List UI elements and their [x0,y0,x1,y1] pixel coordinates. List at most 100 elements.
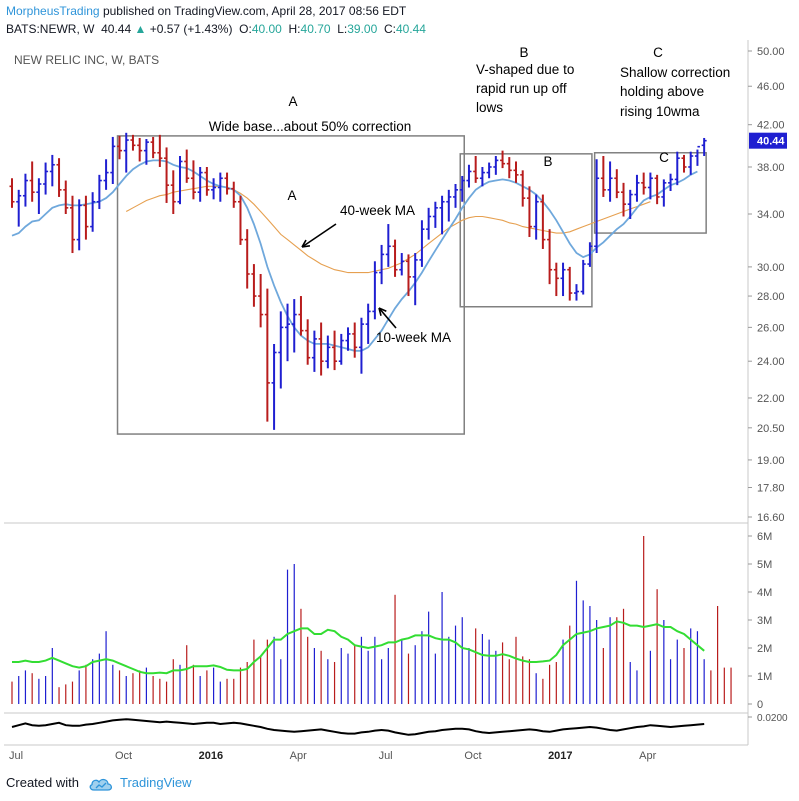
time-tick-label: Oct [115,750,132,762]
ohlc-bar [137,137,143,162]
high-label: H: [288,22,301,36]
price-tick-label: 38.00 [757,162,785,174]
ohlc-bar [237,195,243,245]
annotation-b-inner: B [543,154,552,169]
ohlc-bar [291,299,297,353]
ohlc-bar [311,330,317,372]
ohlc-bar [614,169,620,199]
time-tick-label: Apr [639,750,656,762]
oscillator-tick-label: 0.0200 [757,713,788,724]
volume-tick-label: 6M [757,531,772,543]
ohlc-bar [76,199,82,251]
created-with-text: Created with [6,775,79,790]
ohlc-bar [587,242,593,267]
ohlc-bar [123,132,129,173]
ohlc-bar [278,311,284,389]
ohlc-bar [553,262,559,297]
annotation-ma10: 10-week MA [376,330,451,345]
ohlc-bar [681,154,687,173]
ohlc-bar [43,162,49,195]
base-box-B [459,153,593,308]
price-tick-label: 22.00 [757,393,785,405]
ohlc-bar [150,136,156,159]
annotation-b-text-2: rapid run up off [476,81,567,96]
ohlc-bar [560,262,566,297]
base-box-A [116,135,465,435]
ohlc-bar [654,174,660,205]
ohlc-bar [264,288,270,422]
ohlc-bar [117,135,123,160]
ohlc-bar [22,173,28,207]
arrow-to-ma40 [301,223,337,248]
ohlc-bar [547,229,553,285]
ohlc-bar [90,192,96,232]
last-price-tag-label: 40.44 [757,136,785,148]
ohlc-bar [674,151,680,186]
high-value: 40.70 [300,22,331,36]
price-change: +0.57 (+1.43%) [149,22,233,36]
ohlc-bar [190,160,196,200]
volume-tick-label: 5M [757,559,772,571]
ohlc-bar [110,136,116,185]
ohlc-bar [372,261,378,320]
ohlc-bar [688,151,694,175]
ohlc-bar [365,303,371,344]
ohlc-bar [473,156,479,183]
price-tick-label: 19.00 [757,455,785,467]
author-link[interactable]: MorpheusTrading [6,4,100,18]
ohlc-bar [63,180,69,214]
price-tick-label: 20.50 [757,423,785,435]
ohlc-bar [533,194,539,240]
tradingview-brand[interactable]: TradingView [120,775,192,790]
annotation-ma40: 40-week MA [340,203,415,218]
arrow-shaft [378,307,397,329]
close-label: C: [383,22,396,36]
volume-tick-label: 2M [757,643,772,655]
close-value: 40.44 [395,22,426,36]
ohlc-bar [385,224,391,267]
ohlc-bar [103,159,109,190]
annotation-b-top: B [519,45,528,60]
ohlc-bar [446,189,452,222]
ohlc-bar [573,284,579,301]
ohlc-bar [520,170,526,207]
time-tick-label: 2017 [548,750,572,762]
ohlc-bar [332,330,338,371]
price-tick-label: 46.00 [757,81,785,93]
up-arrow-icon: ▲ [134,22,147,36]
ohlc-bar [627,189,633,219]
price-tick-label: 24.00 [757,356,785,368]
annotation-c-top: C [653,45,663,60]
ohlc-bar [426,207,432,240]
ohlc-bar [224,172,230,195]
ohlc-bar [500,150,506,169]
annotation-c-text-1: Shallow correction [620,65,730,80]
ohlc-bar [453,184,459,208]
publish-header: MorpheusTrading published on TradingView… [6,4,406,18]
ohlc-bar [325,335,331,369]
ohlc-bar [607,161,613,202]
oscillator-line [11,718,705,736]
ohlc-bar [164,147,170,203]
ohlc-bar [668,173,674,192]
ohlc-bar [285,303,291,362]
ohlc-bar [513,161,519,183]
annotation-a-inner: A [287,188,296,203]
price-tick-label: 26.00 [757,322,785,334]
ohlc-bar [69,195,75,254]
ohlc-bar [83,195,89,240]
ohlc-bar [16,189,22,227]
annotation-c-text-2: holding above [620,84,704,99]
low-value: 39.00 [347,22,378,36]
price-tick-label: 16.60 [757,512,785,524]
ohlc-bar [641,172,647,195]
ohlc-bar [305,319,311,365]
ohlc-bar [29,161,35,202]
price-tick-label: 42.00 [757,120,785,132]
price-tick-label: 34.00 [757,209,785,221]
ohlc-bar [298,296,304,336]
ohlc-bar [130,134,136,151]
ohlc-bar [170,170,176,214]
ohlc-bar [251,264,257,307]
